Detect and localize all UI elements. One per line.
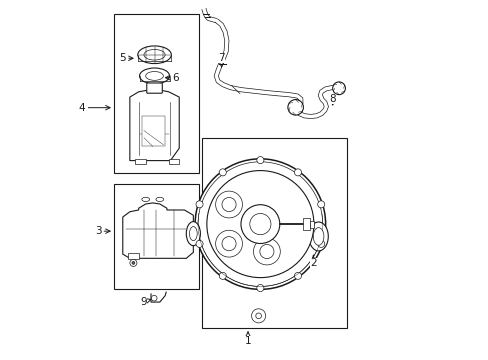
Circle shape — [196, 201, 203, 208]
Circle shape — [256, 157, 264, 164]
Circle shape — [259, 244, 273, 258]
Text: 3: 3 — [95, 226, 110, 236]
Circle shape — [317, 240, 324, 247]
Circle shape — [206, 171, 313, 278]
Bar — [142, 117, 165, 147]
Bar — [168, 159, 179, 164]
Text: 7: 7 — [218, 53, 224, 67]
Circle shape — [255, 313, 261, 319]
Bar — [114, 14, 198, 173]
Circle shape — [241, 205, 279, 243]
Circle shape — [222, 198, 236, 212]
Circle shape — [215, 191, 242, 218]
Bar — [202, 138, 346, 328]
Ellipse shape — [308, 222, 327, 251]
Circle shape — [151, 295, 157, 301]
Circle shape — [130, 259, 137, 266]
Circle shape — [287, 100, 303, 115]
Circle shape — [317, 201, 324, 208]
Circle shape — [294, 272, 301, 279]
Ellipse shape — [313, 228, 323, 245]
Bar — [128, 253, 139, 259]
Text: 5: 5 — [119, 53, 133, 63]
Circle shape — [294, 169, 301, 176]
Ellipse shape — [186, 222, 200, 246]
Circle shape — [253, 238, 280, 265]
Circle shape — [215, 230, 242, 257]
Ellipse shape — [143, 49, 165, 60]
Ellipse shape — [189, 226, 197, 241]
Circle shape — [251, 309, 265, 323]
Bar — [309, 221, 313, 228]
Ellipse shape — [142, 197, 149, 202]
Text: 6: 6 — [165, 73, 179, 83]
Circle shape — [249, 213, 270, 235]
Circle shape — [256, 284, 264, 292]
Ellipse shape — [145, 72, 163, 80]
Circle shape — [219, 272, 226, 279]
Polygon shape — [122, 203, 193, 258]
Bar — [135, 159, 145, 164]
Text: 2: 2 — [309, 255, 316, 268]
Circle shape — [332, 82, 345, 95]
Ellipse shape — [156, 197, 163, 202]
Circle shape — [196, 240, 203, 247]
Polygon shape — [130, 89, 179, 161]
Circle shape — [195, 159, 325, 289]
Text: 1: 1 — [244, 332, 251, 346]
Bar — [302, 218, 309, 230]
Circle shape — [222, 237, 236, 251]
Circle shape — [219, 169, 226, 176]
Circle shape — [198, 162, 322, 287]
Text: 8: 8 — [329, 94, 335, 105]
Bar — [114, 184, 198, 289]
Circle shape — [132, 261, 135, 264]
Text: 4: 4 — [79, 103, 110, 113]
Ellipse shape — [139, 68, 169, 84]
FancyBboxPatch shape — [146, 83, 162, 93]
Ellipse shape — [138, 46, 171, 64]
Text: 9: 9 — [141, 297, 151, 307]
